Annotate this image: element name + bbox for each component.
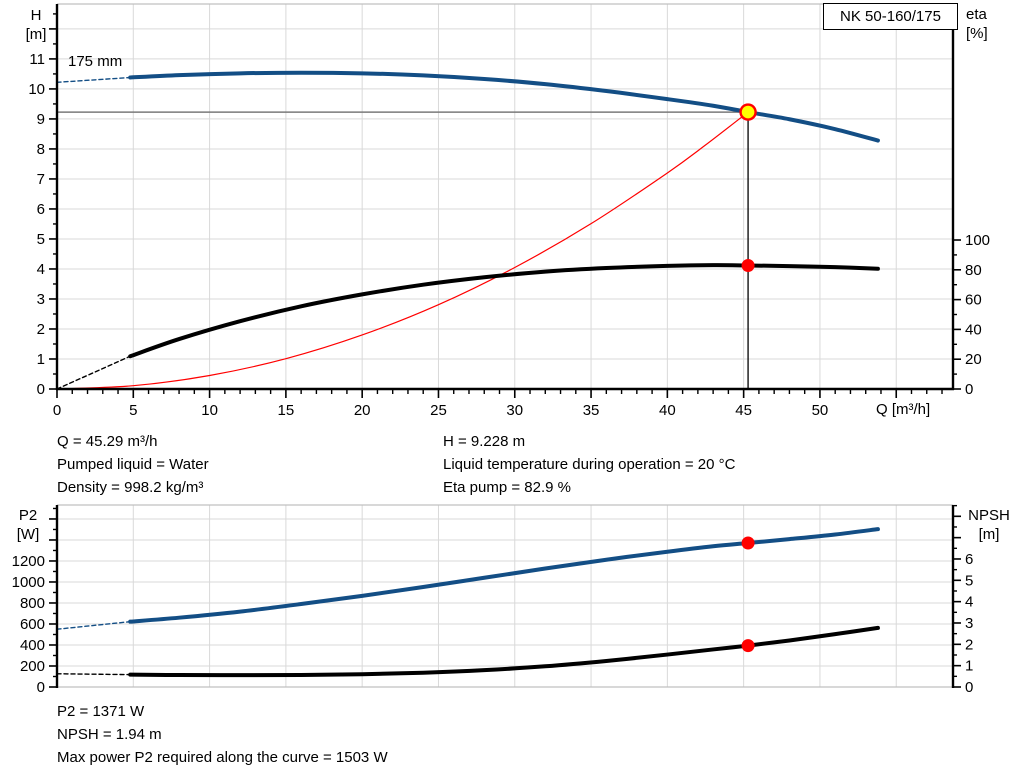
npsh-axis-label: NPSH [m]: [968, 507, 1010, 543]
pump-type-label: NK 50-160/175: [840, 8, 941, 25]
svg-text:25: 25: [430, 402, 447, 419]
svg-text:100: 100: [965, 232, 990, 249]
svg-text:8: 8: [37, 141, 45, 158]
svg-text:1: 1: [965, 658, 973, 675]
q-axis-unit-label: Q [m³/h]: [876, 401, 931, 418]
info-temperature: Liquid temperature during operation = 20…: [443, 456, 736, 473]
svg-text:600: 600: [20, 616, 45, 633]
footer-p2: P2 = 1371 W: [57, 703, 145, 720]
svg-text:50: 50: [812, 402, 829, 419]
info-liquid: Pumped liquid = Water: [57, 456, 209, 473]
svg-text:30: 30: [506, 402, 523, 419]
svg-text:4: 4: [965, 594, 973, 611]
svg-text:6: 6: [965, 551, 973, 568]
svg-text:0: 0: [965, 679, 973, 696]
svg-text:60: 60: [965, 292, 982, 309]
svg-text:0: 0: [37, 381, 45, 398]
svg-text:20: 20: [354, 402, 371, 419]
svg-text:1: 1: [37, 351, 45, 368]
svg-text:11: 11: [29, 51, 45, 68]
svg-text:400: 400: [20, 637, 45, 654]
svg-text:10: 10: [28, 81, 45, 98]
svg-text:5: 5: [965, 572, 973, 589]
svg-text:35: 35: [583, 402, 600, 419]
svg-text:80: 80: [965, 262, 982, 279]
pump-type-box: NK 50-160/175: [823, 3, 958, 30]
svg-text:4: 4: [37, 261, 45, 278]
info-head: H = 9.228 m: [443, 433, 526, 450]
svg-text:20: 20: [965, 351, 982, 368]
svg-text:5: 5: [129, 402, 137, 419]
svg-text:1000: 1000: [12, 574, 45, 591]
svg-text:7: 7: [37, 171, 45, 188]
svg-text:10: 10: [201, 402, 218, 419]
h-axis-label: H [m]: [25, 7, 47, 43]
info-flow: Q = 45.29 m³/h: [57, 433, 158, 450]
svg-text:45: 45: [735, 402, 752, 419]
svg-text:200: 200: [20, 658, 45, 675]
impeller-diameter-label: 175 mm: [68, 53, 123, 70]
p2-axis-label: P2 [W]: [16, 507, 40, 543]
svg-text:5: 5: [37, 231, 45, 248]
svg-text:40: 40: [965, 321, 982, 338]
svg-text:0: 0: [53, 402, 61, 419]
svg-text:800: 800: [20, 595, 45, 612]
svg-text:9: 9: [37, 111, 45, 128]
info-density: Density = 998.2 kg/m³: [57, 479, 204, 496]
svg-text:0: 0: [965, 381, 973, 398]
footer-npsh: NPSH = 1.94 m: [57, 726, 162, 743]
svg-text:40: 40: [659, 402, 676, 419]
svg-text:2: 2: [37, 321, 45, 338]
svg-text:3: 3: [965, 615, 973, 632]
svg-text:6: 6: [37, 201, 45, 218]
svg-text:15: 15: [278, 402, 295, 419]
info-eta: Eta pump = 82.9 %: [443, 479, 571, 496]
footer-max-power: Max power P2 required along the curve = …: [57, 749, 388, 766]
svg-text:2: 2: [965, 636, 973, 653]
eta-axis-label: eta [%]: [966, 6, 988, 42]
svg-text:1200: 1200: [12, 553, 45, 570]
svg-text:3: 3: [37, 291, 45, 308]
svg-text:0: 0: [37, 679, 45, 696]
